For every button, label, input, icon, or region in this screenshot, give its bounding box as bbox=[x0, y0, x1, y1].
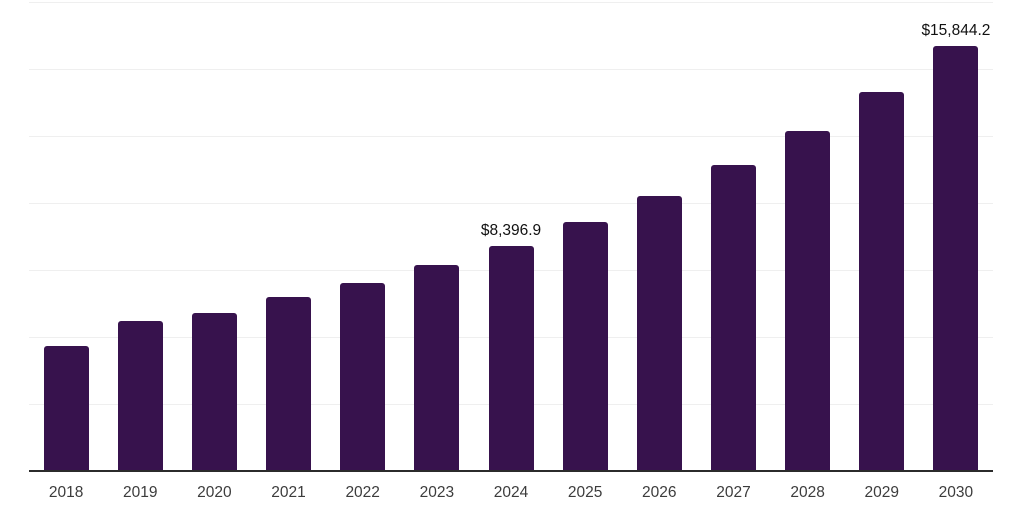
bar-2018[interactable] bbox=[43, 345, 89, 471]
x-axis-label-2023: 2023 bbox=[419, 484, 455, 501]
x-axis-label-2024: 2024 bbox=[493, 484, 529, 501]
bar-2025[interactable] bbox=[562, 221, 608, 471]
bar-2020[interactable] bbox=[191, 312, 237, 471]
x-axis-label-2020: 2020 bbox=[197, 484, 232, 501]
x-axis-label-2022: 2022 bbox=[345, 484, 380, 501]
bar-2024[interactable] bbox=[488, 245, 534, 471]
x-axis-label-2026: 2026 bbox=[642, 484, 677, 501]
x-axis-labels: 2018 2019 2020 2021 2022 2023 2024 2025 2026 2027… bbox=[29, 483, 993, 505]
x-axis-label-2029: 2029 bbox=[864, 484, 899, 501]
x-axis-label-2025: 2025 bbox=[567, 484, 603, 501]
x-axis-label-2021: 2021 bbox=[271, 484, 306, 501]
x-axis-label-2027: 2027 bbox=[716, 484, 751, 501]
x-axis-label-2030: 2030 bbox=[938, 484, 974, 501]
bar-2030[interactable] bbox=[933, 46, 979, 471]
x-axis-label-2028: 2028 bbox=[790, 484, 825, 501]
plot-area: $8,396.9 $15,844.2 bbox=[29, 2, 993, 471]
bar-2026[interactable] bbox=[636, 195, 682, 471]
bar-value-label-2030: $15,844.2 bbox=[921, 22, 991, 40]
bar-value-label-2024: $8,396.9 bbox=[480, 221, 542, 239]
bar-2021[interactable] bbox=[266, 296, 312, 471]
bar-2019[interactable] bbox=[117, 320, 163, 471]
gridline bbox=[29, 203, 993, 204]
x-axis-line bbox=[29, 470, 993, 472]
bar-2023[interactable] bbox=[414, 265, 460, 471]
gridline bbox=[29, 2, 993, 3]
gridline bbox=[29, 69, 993, 70]
gridline bbox=[29, 136, 993, 137]
bar-2027[interactable] bbox=[710, 164, 756, 471]
x-axis-label-2019: 2019 bbox=[122, 484, 158, 501]
x-axis-label-2018: 2018 bbox=[48, 484, 84, 501]
bar-2028[interactable] bbox=[785, 130, 831, 471]
bar-2022[interactable] bbox=[340, 283, 386, 471]
bar-2029[interactable] bbox=[859, 92, 905, 471]
